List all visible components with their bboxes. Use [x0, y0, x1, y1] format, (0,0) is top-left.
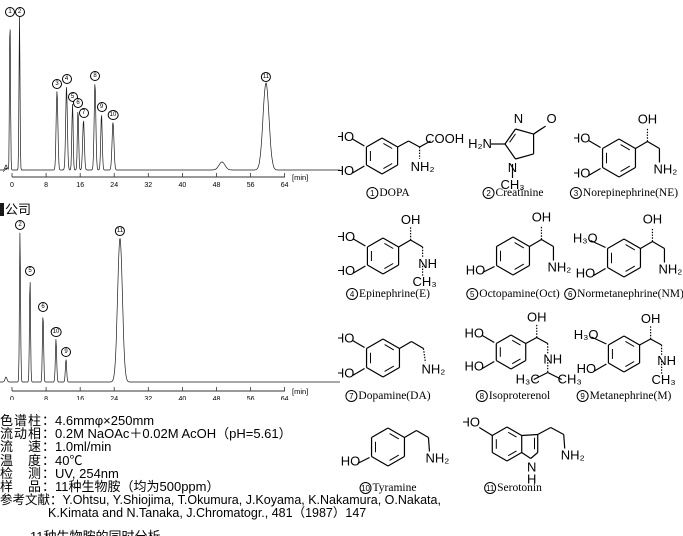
- svg-text:64: 64: [281, 396, 289, 400]
- svg-text:OH: OH: [401, 212, 421, 227]
- svg-text:HO: HO: [338, 229, 355, 244]
- svg-text:HO: HO: [465, 326, 485, 341]
- svg-text:NH₂: NH₂: [659, 262, 683, 277]
- svg-text:OH: OH: [527, 310, 547, 325]
- svg-text:CH₃: CH₃: [652, 372, 676, 387]
- svg-text:OH: OH: [638, 112, 658, 127]
- svg-text:HO: HO: [341, 454, 361, 469]
- svg-text:NH₂: NH₂: [411, 159, 435, 174]
- svg-text:HO: HO: [574, 166, 590, 181]
- svg-text:48: 48: [213, 396, 221, 400]
- svg-text:COOH: COOH: [425, 131, 464, 146]
- svg-text:HO: HO: [463, 415, 480, 430]
- svg-text:NH₂: NH₂: [422, 362, 446, 377]
- svg-text:32: 32: [144, 396, 152, 400]
- svg-text:OH: OH: [643, 212, 663, 227]
- svg-text:OH: OH: [641, 311, 661, 326]
- svg-text:NH: NH: [657, 353, 676, 368]
- svg-text:0: 0: [10, 396, 14, 400]
- svg-text:HO: HO: [574, 131, 590, 146]
- svg-text:H₂N: H₂N: [468, 136, 492, 151]
- svg-text:OH: OH: [532, 210, 552, 225]
- svg-text:16: 16: [76, 396, 84, 400]
- svg-text:HO: HO: [338, 129, 354, 144]
- svg-text:HO: HO: [465, 359, 485, 374]
- svg-text:HO: HO: [466, 263, 486, 278]
- svg-text:HO: HO: [338, 163, 354, 178]
- svg-text:NH₂: NH₂: [426, 451, 450, 466]
- svg-text:CH₃O: CH₃O: [574, 231, 598, 246]
- svg-text:56: 56: [247, 396, 255, 400]
- svg-text:[min]: [min]: [292, 387, 308, 396]
- svg-text:NH₂: NH₂: [654, 162, 678, 177]
- svg-text:NH₂: NH₂: [548, 260, 572, 275]
- svg-text:24: 24: [110, 396, 118, 400]
- svg-text:CH₃O: CH₃O: [574, 327, 599, 342]
- svg-text:HO: HO: [338, 331, 354, 346]
- svg-text:CH₃: CH₃: [413, 274, 437, 289]
- svg-text:HO: HO: [338, 366, 354, 381]
- svg-text:HO: HO: [338, 263, 355, 278]
- svg-text:HO: HO: [576, 266, 596, 281]
- svg-text:O: O: [547, 111, 557, 126]
- svg-text:NH: NH: [418, 256, 437, 271]
- svg-text:NH₂: NH₂: [561, 448, 585, 463]
- svg-text:H₃C: H₃C: [516, 372, 540, 387]
- svg-text:8: 8: [44, 396, 48, 400]
- svg-text:NH: NH: [543, 352, 562, 367]
- svg-text:40: 40: [179, 396, 187, 400]
- svg-text:HO: HO: [577, 361, 597, 376]
- svg-text:N: N: [514, 111, 523, 126]
